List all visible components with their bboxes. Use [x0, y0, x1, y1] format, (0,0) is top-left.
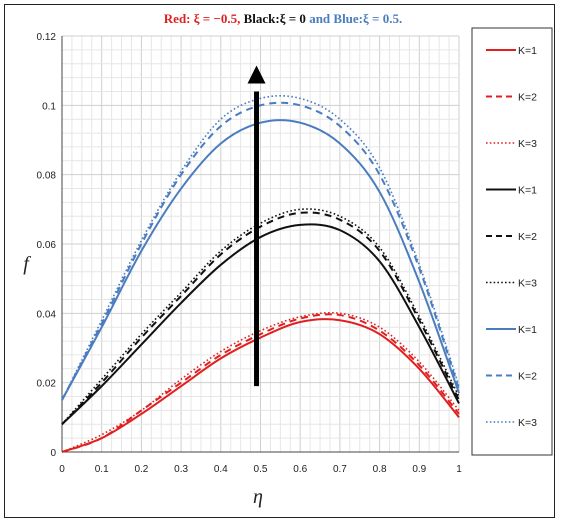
series-line-2: [61, 311, 460, 453]
chart-legend: K=1 K=2 K=3 K=1 K=2 K=3 K=1 K=2 K=3: [471, 27, 553, 456]
legend-box: [471, 27, 553, 456]
x-tick-label: 0.1: [95, 464, 109, 475]
x-tick-label: 0.3: [174, 464, 188, 475]
legend-label: K=2: [518, 92, 537, 104]
title-part-0: Red: ξ = −0.5,: [164, 11, 244, 26]
x-tick-label: 0.2: [134, 464, 148, 475]
x-tick-label: 0.8: [373, 464, 387, 475]
increase-arrow: [247, 65, 266, 387]
chart-title: Red: ξ = −0.5, Black:ξ = 0 and Blue:ξ = …: [164, 11, 402, 26]
series-line-3: [61, 223, 460, 425]
legend-label: K=2: [518, 231, 537, 243]
y-tick-label: 0.08: [37, 171, 57, 182]
series-line-0: [61, 318, 460, 453]
y-tick-label: 0.04: [37, 309, 57, 320]
x-axis-label: η: [253, 486, 263, 508]
x-tick-label: 0.4: [214, 464, 228, 475]
x-tick-label: 0: [59, 464, 65, 475]
x-tick-label: 0.9: [412, 464, 426, 475]
series-line-8: [61, 95, 460, 401]
y-tick-labels: 0 0.02 0.04 0.06 0.08 0.1 0.12: [37, 32, 57, 459]
series-line-1: [61, 313, 460, 453]
y-tick-label: 0.06: [37, 240, 57, 251]
series-line-7: [61, 101, 460, 401]
title-part-1: Black:ξ = 0: [244, 11, 310, 26]
x-tick-label: 0.5: [254, 464, 268, 475]
grid-lines: [61, 35, 460, 453]
x-tick-labels: 0 0.1 0.2 0.3 0.4 0.5 0.6 0.7 0.8 0.9 1: [59, 464, 462, 475]
legend-label: K=3: [518, 417, 537, 429]
x-tick-label: 0.7: [333, 464, 347, 475]
legend-label: K=3: [518, 278, 537, 290]
legend-label: K=2: [518, 371, 537, 383]
y-tick-label: 0: [50, 448, 56, 459]
figure-frame: [4, 4, 555, 518]
y-tick-label: 0.1: [42, 101, 56, 112]
legend-label: K=3: [518, 138, 537, 150]
series-lines: [61, 95, 460, 453]
title-part-2: and Blue:ξ = 0.5.: [309, 11, 402, 26]
y-tick-label: 0.02: [37, 379, 57, 390]
legend-label: K=1: [518, 324, 537, 336]
y-axis-label: f: [23, 253, 31, 275]
y-tick-label: 0.12: [37, 32, 57, 43]
x-tick-label: 1: [456, 464, 462, 475]
x-tick-label: 0.6: [293, 464, 307, 475]
series-line-6: [61, 119, 460, 401]
legend-label: K=1: [518, 185, 537, 197]
arrow-head: [247, 65, 266, 84]
legend-label: K=1: [518, 45, 537, 57]
plot-axes: [61, 36, 459, 453]
